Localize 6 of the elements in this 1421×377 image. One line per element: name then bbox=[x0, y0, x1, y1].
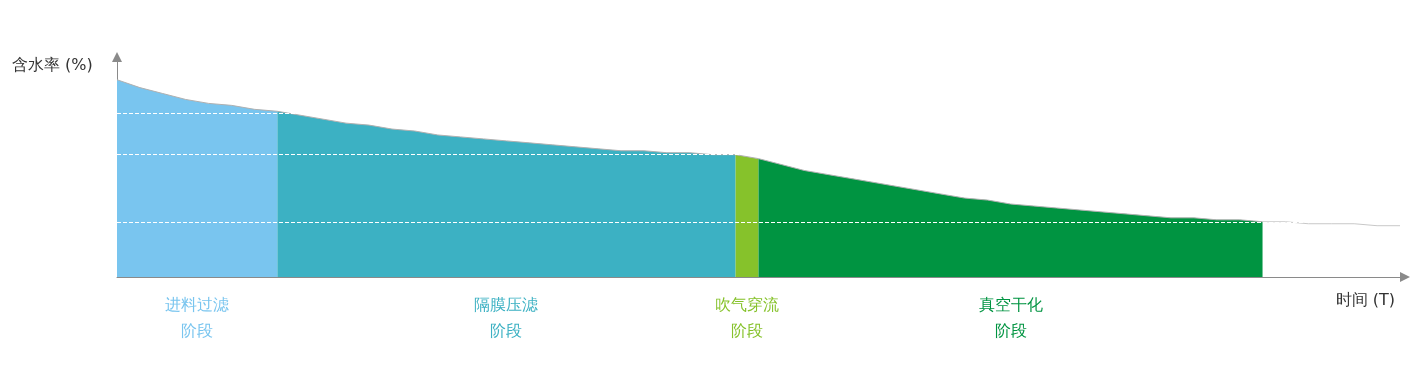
series-label: 真空干化阶段 bbox=[978, 294, 1043, 340]
y-axis-title: 含水率 (%) bbox=[12, 54, 93, 74]
series-label: 吹气穿流阶段 bbox=[715, 294, 780, 340]
series-label: 进料过滤阶段 bbox=[165, 294, 230, 340]
series-label: 隔膜压滤阶段 bbox=[474, 294, 539, 340]
x-axis-title: 时间 (T) bbox=[1335, 289, 1395, 309]
